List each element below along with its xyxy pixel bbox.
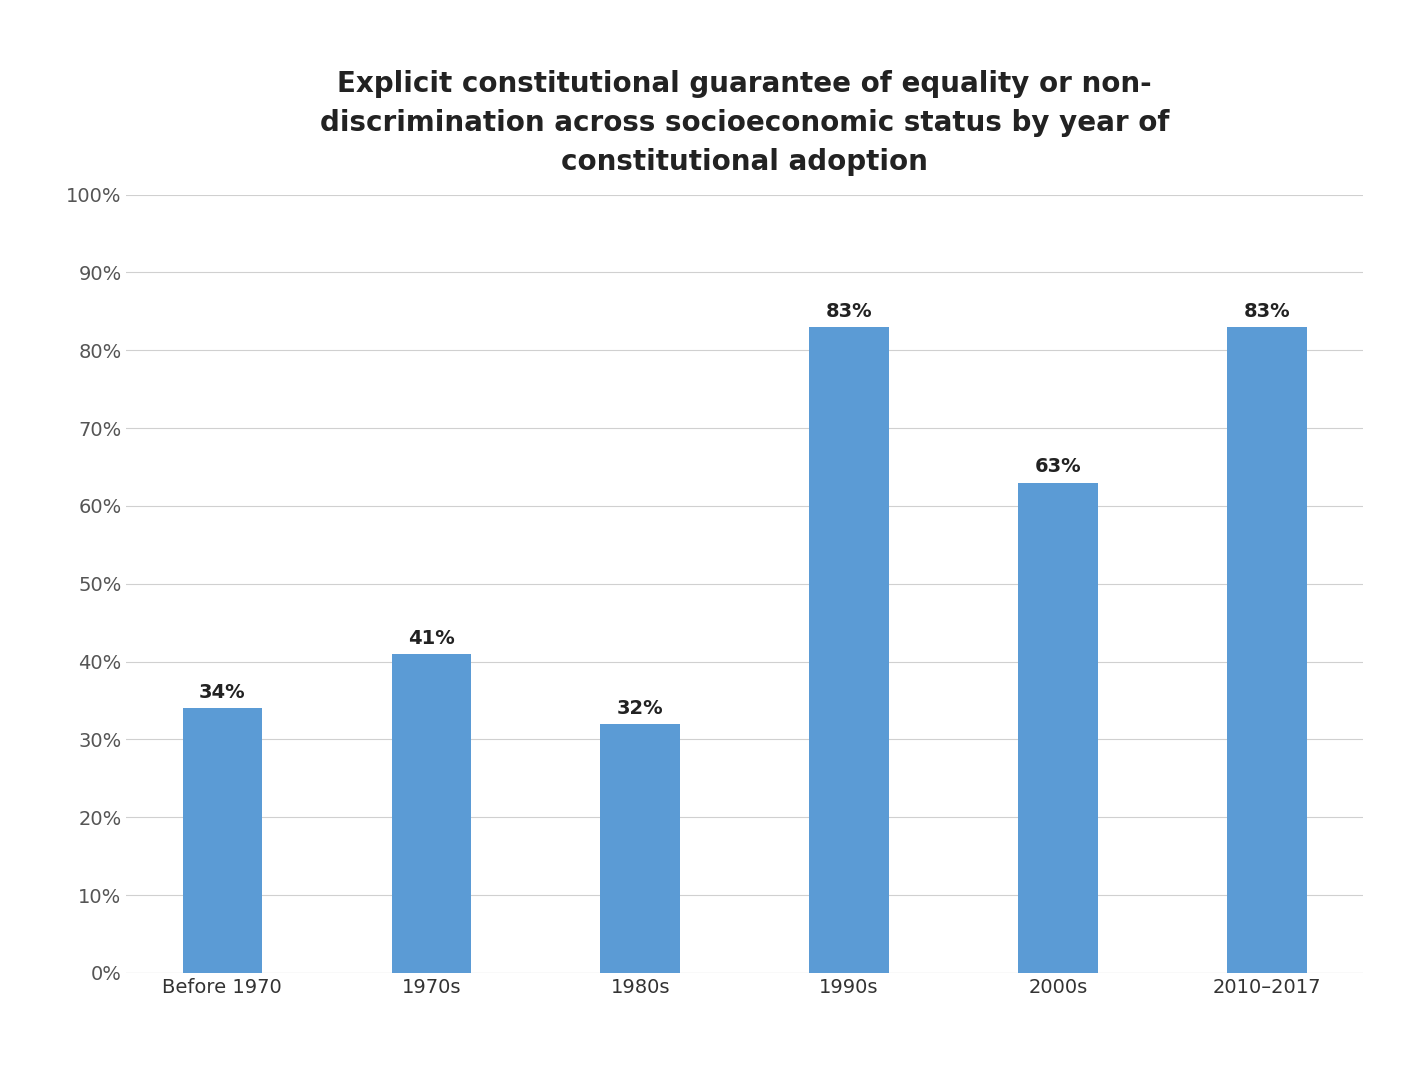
- Text: 34%: 34%: [200, 683, 246, 702]
- Bar: [809, 326, 889, 973]
- Text: 83%: 83%: [826, 302, 873, 321]
- Title: Explicit constitutional guarantee of equality or non-
discrimination across soci: Explicit constitutional guarantee of equ…: [320, 69, 1169, 175]
- Text: 41%: 41%: [407, 628, 455, 648]
- Bar: [1019, 482, 1097, 973]
- Bar: [1227, 326, 1307, 973]
- Bar: [600, 724, 680, 973]
- Text: 32%: 32%: [617, 698, 663, 718]
- Bar: [183, 708, 263, 973]
- Text: 63%: 63%: [1034, 457, 1082, 477]
- Bar: [392, 654, 471, 973]
- Text: 83%: 83%: [1243, 302, 1290, 321]
